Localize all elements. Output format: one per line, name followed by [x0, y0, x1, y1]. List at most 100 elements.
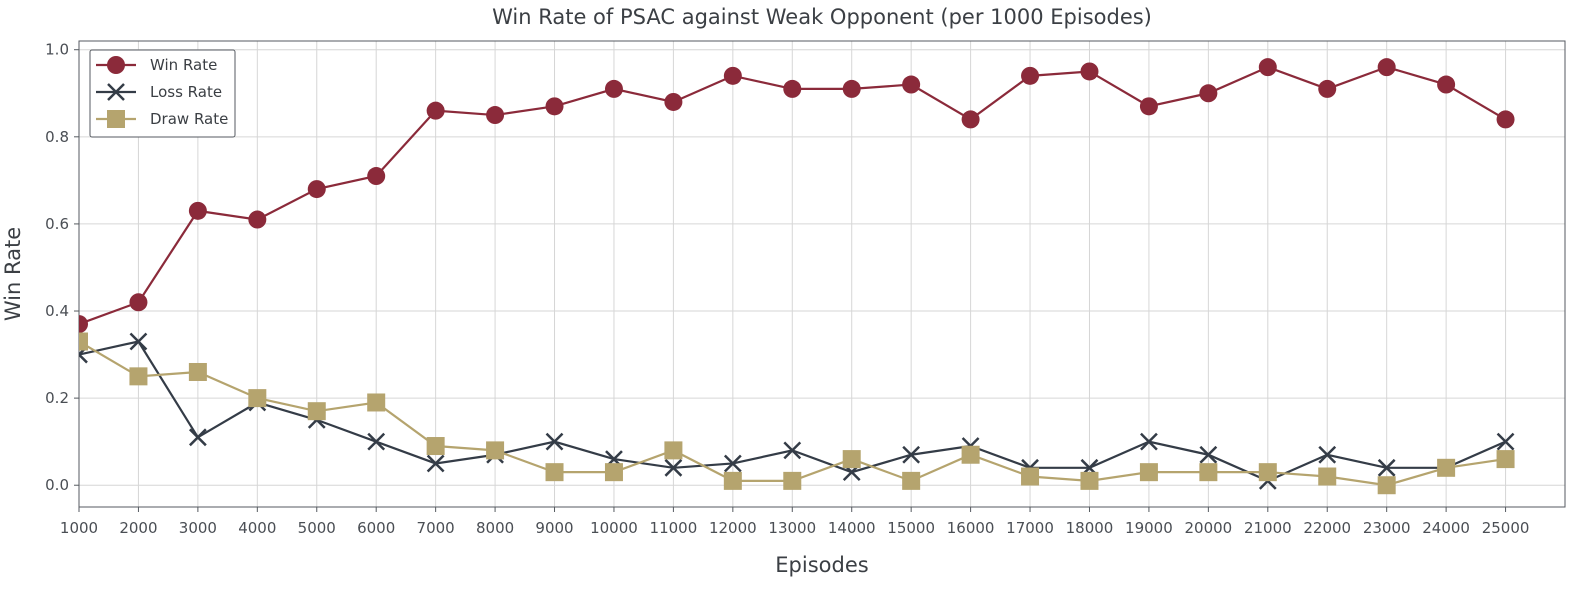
win-rate-point	[248, 210, 267, 229]
x-tick-label: 12000	[709, 519, 757, 537]
win-rate-point	[545, 97, 564, 116]
x-tick-label: 11000	[650, 519, 698, 537]
win-rate-point	[842, 79, 861, 98]
legend-box	[89, 49, 236, 138]
x-tick-label: 5000	[298, 519, 336, 537]
x-tick-label: 21000	[1244, 519, 1292, 537]
draw-rate-point	[604, 463, 623, 482]
win-rate-point	[1021, 66, 1040, 85]
legend-item-draw-rate: Draw Rate	[96, 110, 228, 128]
loss-rate-point	[1377, 458, 1396, 477]
draw-rate-point	[664, 441, 683, 460]
y-tick-label: 1.0	[45, 41, 69, 59]
x-tick-label: 13000	[768, 519, 816, 537]
y-tick-label: 0.0	[45, 476, 69, 494]
grid	[78, 41, 1565, 507]
draw-rate-point	[188, 362, 207, 381]
series-draw-rate	[79, 332, 1515, 495]
x-tick-label: 17000	[1006, 519, 1054, 537]
legend-label: Loss Rate	[150, 83, 222, 101]
legend-marker	[107, 83, 125, 101]
win-rate-point	[723, 66, 742, 85]
loss-rate-point	[129, 332, 148, 351]
x-tick-label: 10000	[590, 519, 638, 537]
x-tick-label: 16000	[947, 519, 995, 537]
y-tick-label: 0.4	[45, 302, 69, 320]
draw-rate-point	[723, 471, 742, 490]
draw-rate-point	[1437, 458, 1456, 477]
draw-rate-point	[1080, 471, 1099, 490]
x-tick-label: 20000	[1185, 519, 1233, 537]
chart-title: Win Rate of PSAC against Weak Opponent (…	[492, 5, 1152, 29]
x-tick-label: 19000	[1125, 519, 1173, 537]
plot-frame	[78, 40, 1566, 508]
legend-marker	[107, 110, 125, 128]
legend-item-loss-rate: Loss Rate	[96, 83, 222, 101]
loss-rate-point	[1496, 432, 1515, 451]
draw-rate-point	[1021, 467, 1040, 486]
x-tick-label: 14000	[828, 519, 876, 537]
draw-rate-point	[902, 471, 921, 490]
x-axis-ticks: 1000 2000 3000 4000 5000 6000 7000 8000 9000 1000…	[60, 507, 1530, 537]
win-rate-point	[1080, 62, 1099, 81]
draw-rate-point	[248, 389, 267, 408]
win-rate-point	[79, 315, 88, 334]
x-tick-label: 9000	[535, 519, 573, 537]
win-rate-point	[188, 201, 207, 220]
loss-rate-point	[1318, 445, 1337, 464]
y-tick-label: 0.2	[45, 389, 69, 407]
win-rate-point	[1258, 58, 1277, 77]
x-tick-label: 2000	[119, 519, 157, 537]
x-tick-label: 23000	[1363, 519, 1411, 537]
draw-rate-point	[367, 393, 386, 412]
series-win-rate	[79, 58, 1515, 334]
draw-rate-point	[426, 437, 445, 456]
draw-rate-point	[842, 450, 861, 469]
win-rate-point	[307, 180, 326, 199]
win-rate-point	[783, 79, 802, 98]
series-layer	[79, 58, 1515, 495]
x-tick-label: 25000	[1482, 519, 1530, 537]
draw-rate-point	[961, 445, 980, 464]
x-tick-label: 7000	[417, 519, 455, 537]
x-tick-label: 15000	[887, 519, 935, 537]
win-rate-point	[1496, 110, 1515, 129]
legend-label: Win Rate	[150, 56, 217, 74]
y-tick-label: 0.8	[45, 128, 69, 146]
loss-rate-point	[664, 458, 683, 477]
draw-rate-point	[307, 402, 326, 421]
loss-rate-point	[426, 454, 445, 473]
loss-rate-point	[783, 441, 802, 460]
loss-rate-point	[1140, 432, 1158, 451]
draw-rate-point	[486, 441, 505, 460]
draw-rate-point	[783, 471, 802, 490]
x-tick-label: 1000	[60, 519, 98, 537]
win-rate-point	[367, 167, 386, 186]
legend: Win Rate Loss Rate Draw Rate	[89, 49, 236, 138]
loss-rate-point	[1199, 445, 1218, 464]
win-rate-point	[426, 101, 445, 120]
loss-rate-point	[723, 454, 742, 473]
draw-rate-point	[545, 463, 564, 482]
legend-item-win-rate: Win Rate	[96, 56, 217, 74]
win-rate-point	[604, 79, 623, 98]
x-tick-label: 8000	[476, 519, 514, 537]
legend-marker	[107, 56, 125, 74]
draw-rate-point	[1496, 450, 1515, 469]
legend-label: Draw Rate	[150, 110, 228, 128]
win-rate-point	[1199, 84, 1218, 103]
y-axis-ticks: 0.0 0.2 0.4 0.6 0.8 1.0	[45, 41, 79, 494]
y-axis-label: Win Rate	[1, 227, 25, 321]
x-axis-label: Episodes	[775, 553, 868, 577]
loss-rate-point	[902, 445, 921, 464]
win-rate-point	[902, 75, 921, 94]
win-rate-point	[486, 106, 505, 125]
win-rate-point	[1377, 58, 1396, 77]
x-tick-label: 4000	[238, 519, 276, 537]
win-rate-point	[1318, 79, 1337, 98]
x-tick-label: 6000	[357, 519, 395, 537]
draw-rate-point	[1199, 463, 1218, 482]
loss-rate-point	[545, 432, 564, 451]
draw-rate-point	[79, 332, 88, 351]
